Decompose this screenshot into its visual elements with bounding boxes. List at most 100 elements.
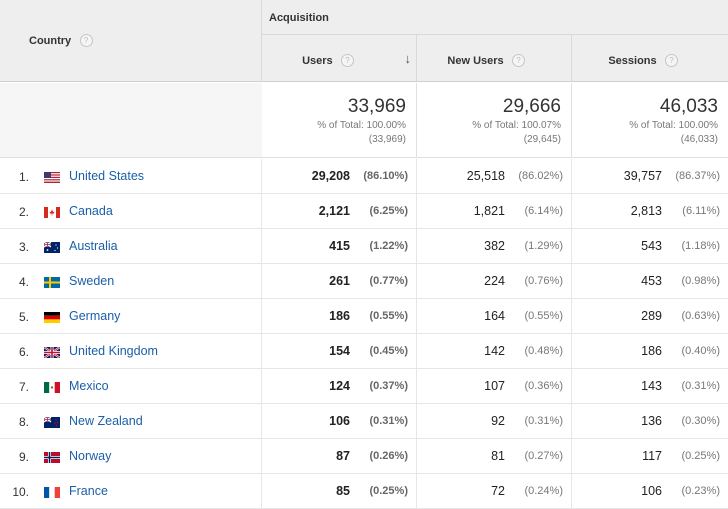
sessions-header-label: Sessions xyxy=(608,55,657,67)
sessions-percent: (0.63%) xyxy=(681,310,720,322)
sessions-value: 106 xyxy=(641,484,662,498)
table-row-new-users-cell: 224 (0.76%) xyxy=(417,264,572,299)
help-icon[interactable]: ? xyxy=(665,54,678,68)
help-icon[interactable]: ? xyxy=(512,54,525,68)
users-header-label: Users xyxy=(302,55,333,67)
row-rank: 9. xyxy=(18,450,29,464)
users-percent: (0.45%) xyxy=(369,345,408,357)
row-rank: 1. xyxy=(18,170,29,184)
sessions-percent: (0.25%) xyxy=(681,450,720,462)
sessions-percent: (0.30%) xyxy=(681,415,720,427)
table-row-new-users-cell: 142 (0.48%) xyxy=(417,334,572,369)
gb-flag-icon xyxy=(44,347,60,358)
new-users-percent: (0.55%) xyxy=(524,310,563,322)
au-flag-icon xyxy=(44,242,60,253)
sessions-value: 136 xyxy=(641,414,662,428)
sessions-value: 453 xyxy=(641,274,662,288)
new-users-value: 107 xyxy=(484,379,505,393)
country-link[interactable]: France xyxy=(69,484,108,498)
table-row-users-cell: 124 (0.37%) xyxy=(262,369,417,404)
table-row-new-users-cell: 107 (0.36%) xyxy=(417,369,572,404)
users-value: 85 xyxy=(336,484,350,498)
sessions-column-header[interactable]: Sessions ? xyxy=(572,35,728,82)
row-rank: 2. xyxy=(18,205,29,219)
table-row-country-cell: 3. Australia xyxy=(0,229,262,264)
new-users-value: 382 xyxy=(484,239,505,253)
users-total-cell: 33,969 % of Total: 100.00% (33,969) xyxy=(262,83,417,158)
new-users-percent: (0.24%) xyxy=(524,485,563,497)
totals-label-cell xyxy=(0,83,262,158)
new-users-column-header[interactable]: New Users ? xyxy=(417,35,572,82)
users-value: 261 xyxy=(329,274,350,288)
table-row-users-cell: 261 (0.77%) xyxy=(262,264,417,299)
nz-flag-icon xyxy=(44,417,60,428)
row-rank: 3. xyxy=(18,240,29,254)
sessions-total-value: 46,033 xyxy=(659,96,718,117)
new-users-value: 72 xyxy=(491,484,505,498)
new-users-percent: (0.76%) xyxy=(524,275,563,287)
table-row-users-cell: 186 (0.55%) xyxy=(262,299,417,334)
table-row-users-cell: 87 (0.26%) xyxy=(262,439,417,474)
sessions-value: 117 xyxy=(642,449,662,463)
help-icon[interactable]: ? xyxy=(79,34,93,48)
country-link[interactable]: United States xyxy=(69,169,145,183)
users-percent: (0.25%) xyxy=(369,485,408,497)
row-rank: 4. xyxy=(18,275,29,289)
new-users-total-value: 29,666 xyxy=(502,96,561,117)
de-flag-icon xyxy=(44,312,60,323)
help-icon[interactable]: ? xyxy=(341,54,354,68)
users-value: 2,121 xyxy=(318,204,350,218)
new-users-percent: (0.27%) xyxy=(524,450,563,462)
table-row-new-users-cell: 72 (0.24%) xyxy=(417,474,572,509)
sessions-value: 543 xyxy=(641,239,662,253)
country-link[interactable]: Sweden xyxy=(69,274,115,288)
table-row-sessions-cell: 186 (0.40%) xyxy=(572,334,728,369)
row-rank: 8. xyxy=(18,415,29,429)
sessions-percent: (6.11%) xyxy=(682,205,720,217)
new-users-percent: (6.14%) xyxy=(524,205,563,217)
table-row-sessions-cell: 2,813 (6.11%) xyxy=(572,194,728,229)
acquisition-group-header: Acquisition xyxy=(262,0,728,35)
sessions-percent: (0.23%) xyxy=(681,485,720,497)
sessions-percent: (0.98%) xyxy=(681,275,720,287)
sessions-percent: (1.18%) xyxy=(681,240,720,252)
new-users-value: 81 xyxy=(491,449,505,463)
table-row-country-cell: 1. United States xyxy=(0,159,262,194)
table-row-users-cell: 29,208 (86.10%) xyxy=(262,159,417,194)
table-row-new-users-cell: 382 (1.29%) xyxy=(417,229,572,264)
sessions-percent: (86.37%) xyxy=(675,170,720,182)
country-link[interactable]: New Zealand xyxy=(69,414,143,428)
country-link[interactable]: United Kingdom xyxy=(69,344,158,358)
country-column-header[interactable]: Country ? xyxy=(0,0,262,82)
mx-flag-icon xyxy=(44,382,60,393)
acquisition-header-label: Acquisition xyxy=(269,12,329,24)
table-row-country-cell: 9. Norway xyxy=(0,439,262,474)
country-link[interactable]: Germany xyxy=(69,309,121,323)
fr-flag-icon xyxy=(44,487,60,498)
table-row-new-users-cell: 25,518 (86.02%) xyxy=(417,159,572,194)
country-link[interactable]: Mexico xyxy=(69,379,109,393)
country-link[interactable]: Canada xyxy=(69,204,113,218)
country-link[interactable]: Australia xyxy=(69,239,118,253)
table-row-users-cell: 415 (1.22%) xyxy=(262,229,417,264)
table-row-country-cell: 4. Sweden xyxy=(0,264,262,299)
table-row-country-cell: 6. United Kingdom xyxy=(0,334,262,369)
users-column-header[interactable]: Users ? ↓ xyxy=(262,35,417,82)
users-percent: (0.37%) xyxy=(369,380,408,392)
users-percent: (0.26%) xyxy=(369,450,408,462)
new-users-percent: (0.36%) xyxy=(524,380,563,392)
country-link[interactable]: Norway xyxy=(69,449,112,463)
users-percent: (1.22%) xyxy=(369,240,408,252)
users-percent: (0.55%) xyxy=(369,310,408,322)
table-row-users-cell: 154 (0.45%) xyxy=(262,334,417,369)
new-users-value: 92 xyxy=(491,414,505,428)
new-users-total-percent: % of Total: 100.07% xyxy=(472,120,561,131)
us-flag-icon xyxy=(44,172,60,183)
sessions-total-cell: 46,033 % of Total: 100.00% (46,033) xyxy=(572,83,728,158)
sort-descending-icon[interactable]: ↓ xyxy=(404,51,412,66)
new-users-value: 224 xyxy=(484,274,505,288)
table-row-users-cell: 106 (0.31%) xyxy=(262,404,417,439)
users-total-absolute: (33,969) xyxy=(368,134,406,145)
users-total-value: 33,969 xyxy=(347,96,406,117)
